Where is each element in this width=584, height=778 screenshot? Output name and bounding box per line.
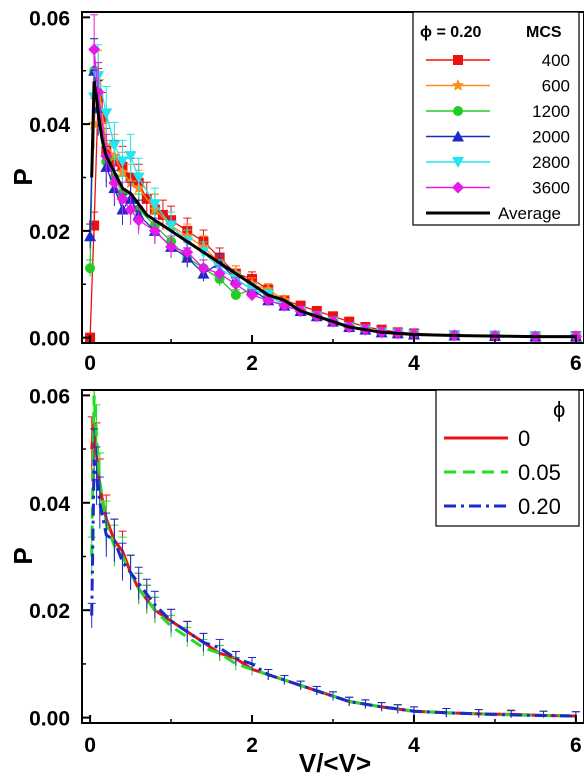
top-series-1200-point bbox=[230, 289, 241, 300]
bottom-y-tick-label: 0.00 bbox=[29, 708, 70, 731]
top-legend-entry-600-label: 600 bbox=[542, 77, 570, 96]
top-legend-entry-600-marker bbox=[451, 79, 465, 91]
top-series-3600-point bbox=[213, 267, 226, 280]
bottom-legend-entries: 0 0.05 0.20 bbox=[444, 426, 561, 519]
top-legend-entry-average-label: Average bbox=[498, 204, 561, 223]
top-axes: 0 2 4 6 0.00 0.02 0.04 0.06 bbox=[29, 7, 582, 375]
top-legend-entry-2800-label: 2800 bbox=[532, 153, 570, 172]
top-legend-entry-3600-marker bbox=[452, 181, 464, 194]
top-series-2800-point bbox=[148, 199, 161, 211]
bottom-x-tick-label: 4 bbox=[408, 734, 420, 757]
bottom-panel: 0 2 4 6 0.00 0.02 0.04 0.06 P V/<V> ϕ 0 0.05 0.20 bbox=[8, 385, 584, 778]
top-series-average-line bbox=[90, 81, 576, 339]
bottom-series-0-20-line bbox=[90, 459, 576, 718]
top-y-tick-label: 0.04 bbox=[29, 114, 70, 137]
top-x-tick-label: 4 bbox=[408, 352, 420, 375]
top-x-tick-label: 6 bbox=[570, 352, 582, 375]
top-series-2800-point bbox=[108, 140, 121, 152]
top-legend-entry-400-label: 400 bbox=[542, 51, 570, 70]
bottom-x-axis-title: V/<V> bbox=[299, 748, 371, 778]
top-legend-entry-1200-label: 1200 bbox=[532, 102, 570, 121]
top-x-tick-label: 2 bbox=[246, 352, 258, 375]
top-series-2800-point bbox=[100, 108, 113, 120]
top-series-2800-point bbox=[116, 156, 129, 168]
top-series-1200-point bbox=[85, 263, 96, 274]
bottom-legend-entry-0-05-label: 0.05 bbox=[518, 460, 561, 485]
top-series-2000-point bbox=[84, 230, 97, 242]
bottom-y-tick-label: 0.02 bbox=[29, 600, 70, 623]
top-legend-entry-3600-label: 3600 bbox=[532, 179, 570, 198]
top-series-average bbox=[90, 81, 576, 339]
top-series-400-point bbox=[89, 220, 100, 231]
top-series-3600-point bbox=[88, 43, 101, 56]
bottom-legend-header-phi: ϕ bbox=[553, 397, 565, 422]
top-legend-entry-1200-marker bbox=[453, 106, 463, 116]
top-legend-header-phi: ϕ = 0.20 bbox=[420, 24, 481, 41]
bottom-y-tick-label: 0.04 bbox=[29, 493, 70, 516]
top-series-3600-point bbox=[124, 203, 137, 216]
bottom-series-0-20 bbox=[87, 428, 580, 718]
top-legend-entry-2000-marker bbox=[452, 130, 464, 142]
top-series-3600-point bbox=[132, 214, 145, 227]
top-legend-header-mcs: MCS bbox=[526, 24, 562, 41]
bottom-legend-entry-0-label: 0 bbox=[518, 426, 530, 451]
top-series-2800-point bbox=[165, 220, 178, 232]
bottom-axes: 0 2 4 6 0.00 0.02 0.04 0.06 bbox=[29, 385, 582, 757]
top-y-tick-label: 0.00 bbox=[29, 328, 70, 351]
top-series-2800-point bbox=[124, 151, 137, 163]
bottom-legend: ϕ 0 0.05 0.20 bbox=[435, 389, 580, 527]
top-legend-entry-2800-marker bbox=[452, 157, 464, 168]
top-legend: ϕ = 0.20 MCS 400 600 1200 2000 2800 3600 Avera… bbox=[412, 11, 580, 226]
top-x-tick-label: 0 bbox=[84, 352, 96, 375]
bottom-legend-box bbox=[435, 389, 580, 527]
bottom-x-tick-label: 2 bbox=[246, 734, 258, 757]
top-legend-box bbox=[412, 11, 580, 226]
top-series-3600 bbox=[88, 14, 582, 343]
top-series-3600-point bbox=[181, 246, 194, 259]
top-series-400-point bbox=[97, 113, 108, 124]
top-y-axis-title: P bbox=[8, 168, 38, 185]
top-series-3600-point bbox=[246, 288, 259, 301]
bottom-y-axis-title: P bbox=[8, 547, 38, 564]
top-legend-entry-400-marker bbox=[453, 55, 463, 65]
top-legend-entry-2000-label: 2000 bbox=[532, 128, 570, 147]
top-series-3600-point bbox=[116, 192, 129, 205]
top-y-tick-label: 0.06 bbox=[29, 7, 70, 30]
top-plot-area bbox=[84, 14, 583, 343]
bottom-y-tick-label: 0.06 bbox=[29, 385, 70, 408]
bottom-plot-area bbox=[87, 390, 580, 718]
top-series-3600-point bbox=[165, 240, 178, 253]
top-series-3600-point bbox=[148, 224, 161, 237]
bottom-x-tick-label: 6 bbox=[570, 734, 582, 757]
top-series-3600-point bbox=[197, 262, 210, 275]
top-panel: 0 2 4 6 0.00 0.02 0.04 0.06 P ϕ = 0.20 MCS 400 6… bbox=[8, 7, 584, 375]
bottom-x-tick-label: 0 bbox=[84, 734, 96, 757]
top-series-3600-point bbox=[229, 278, 242, 291]
top-y-tick-label: 0.02 bbox=[29, 221, 70, 244]
bottom-legend-entry-0-20-label: 0.20 bbox=[518, 494, 561, 519]
top-legend-entries: 400 600 1200 2000 2800 3600 Average bbox=[426, 51, 570, 223]
top-series-2800-point bbox=[132, 172, 145, 184]
